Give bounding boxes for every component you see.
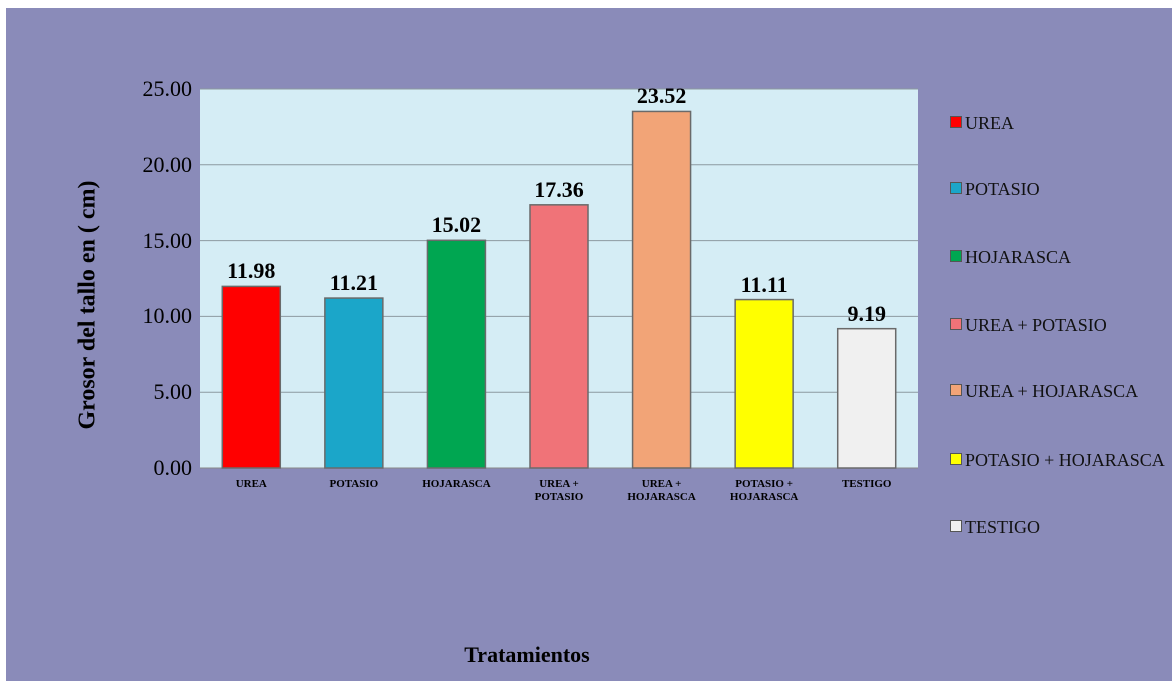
value-label: 17.36 [534, 176, 584, 202]
legend-item: POTASIO + HOJARASCA [950, 449, 1165, 471]
y-tick-label: 20.00 [142, 151, 193, 177]
bar [426, 239, 487, 469]
legend-label: HOJARASCA [965, 247, 1072, 267]
legend-item: POTASIO [950, 178, 1165, 200]
legend-label: TESTIGO [965, 517, 1040, 537]
legend-swatch [950, 250, 962, 262]
y-tick-label: 15.00 [142, 227, 193, 253]
value-label: 11.11 [740, 271, 788, 297]
legend-item: TESTIGO [950, 516, 1165, 538]
legend-swatch [950, 384, 962, 396]
x-tick-label: UREA [235, 478, 267, 490]
value-label: 11.21 [329, 270, 378, 296]
bar [221, 285, 282, 469]
x-tick-label: POTASIO + HOJARASCA [729, 478, 799, 503]
legend-item: UREA [950, 112, 1165, 134]
y-tick-label: 0.00 [153, 455, 193, 480]
value-label: 9.19 [847, 300, 886, 326]
value-label: 23.52 [636, 83, 687, 109]
bar [631, 110, 692, 469]
y-tick-label: 10.00 [142, 303, 193, 329]
x-tick-label: HOJARASCA [422, 478, 491, 490]
bar [529, 204, 589, 469]
legend-item: HOJARASCA [950, 246, 1165, 268]
legend-label: POTASIO + HOJARASCA [965, 450, 1165, 470]
legend-swatch [950, 318, 962, 330]
legend-swatch [950, 520, 962, 532]
legend-swatch [950, 182, 962, 194]
x-tick-label: POTASIO [329, 478, 379, 490]
bar [324, 297, 384, 469]
x-axis-title: Tratamientos [464, 642, 590, 667]
value-label: 11.98 [227, 258, 276, 284]
y-tick-label: 5.00 [153, 379, 193, 405]
y-tick-label: 25.00 [142, 76, 193, 101]
legend-item: UREA + POTASIO [950, 314, 1165, 336]
legend-swatch [950, 116, 962, 128]
bar [734, 298, 794, 469]
legend-label: UREA [965, 113, 1014, 133]
legend-label: UREA + POTASIO [965, 315, 1107, 335]
value-label: 15.02 [431, 212, 482, 238]
x-tick-label: UREA + POTASIO [534, 478, 584, 503]
x-tick-label: TESTIGO [841, 478, 892, 490]
bar [836, 327, 897, 469]
x-tick-label: UREA + HOJARASCA [627, 478, 696, 503]
legend-label: UREA + HOJARASCA [965, 381, 1139, 401]
legend-swatch [950, 453, 962, 465]
legend-item: UREA + HOJARASCA [950, 380, 1165, 402]
legend-label: POTASIO [965, 179, 1040, 199]
